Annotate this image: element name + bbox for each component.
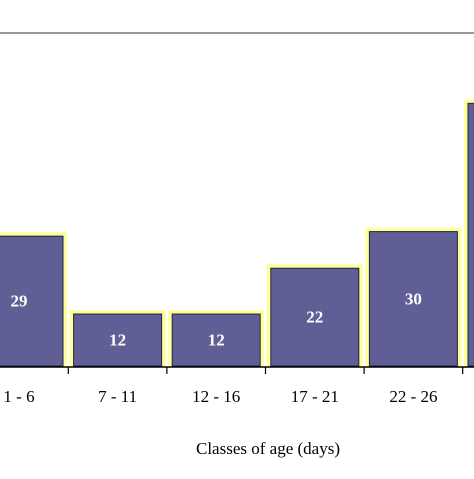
data-label-3: 12: [208, 331, 225, 350]
data-label-2: 12: [109, 331, 126, 350]
bar-6: [467, 102, 474, 367]
bar-3: [171, 313, 261, 367]
x-tick-label-5: 22 - 26: [389, 387, 437, 406]
bar-5: [368, 231, 458, 367]
x-tick-label-3: 12 - 16: [192, 387, 240, 406]
bars-layer: [0, 99, 474, 368]
x-ticks-layer: 1 - 6 7 - 11 12 - 16 17 - 21 22 - 26: [3, 367, 464, 406]
bar-2: [73, 313, 163, 367]
data-label-5: 30: [405, 289, 422, 308]
x-tick-label-1: 1 - 6: [3, 387, 34, 406]
x-tick-label-2: 7 - 11: [98, 387, 137, 406]
data-label-1: 29: [11, 292, 28, 311]
bar-4: [270, 267, 360, 367]
x-tick-label-4: 17 - 21: [291, 387, 339, 406]
data-label-4: 22: [306, 308, 323, 327]
x-axis-title: Classes of age (days): [196, 439, 340, 458]
bar-1: [0, 235, 64, 367]
data-labels-layer: 29 12 12 22 30: [11, 289, 422, 349]
